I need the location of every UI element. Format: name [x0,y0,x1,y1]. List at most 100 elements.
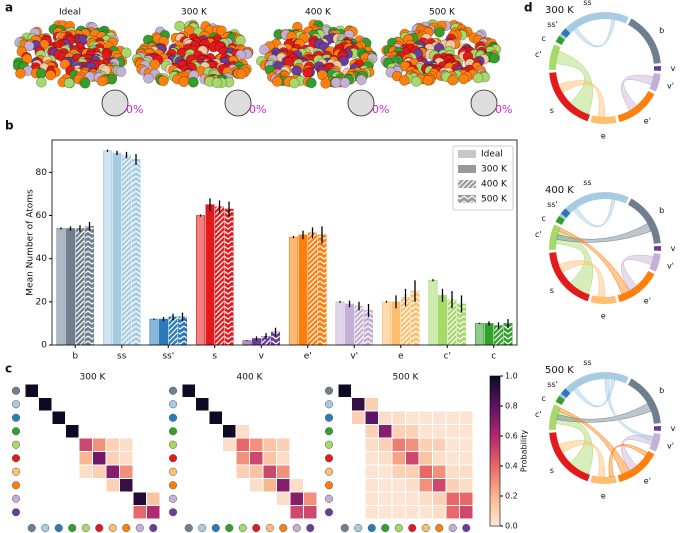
pie [224,89,252,117]
row-marker [168,413,178,422]
heatmap-cell [406,492,419,505]
atom [399,75,410,86]
heatmap-cell [419,465,432,478]
atom [216,25,227,37]
col-marker [184,523,193,533]
atom [291,65,302,76]
chord-ribbon [558,80,606,118]
heatmap-cell [433,492,446,505]
heatmap-cell [365,492,378,505]
atom [458,73,469,85]
row-marker [168,440,178,449]
heatmap-cell [446,411,459,424]
heatmap-cell [433,465,446,478]
heatmap-cell [277,492,290,505]
bar-hatch [261,336,271,345]
atom [115,66,127,77]
legend-box [452,145,514,211]
heatmap-cell [263,438,276,451]
heatmap-cell [196,398,209,411]
x-tick-label: e' [304,352,312,362]
colorbar-step [490,397,500,401]
legend-hatch [458,180,476,188]
col-marker [81,523,90,533]
heatmap-cell [93,465,106,478]
x-tick-label: b [72,352,78,362]
heatmap-cell [446,465,459,478]
heatmap-cell [106,452,119,465]
heatmap-cell [379,492,392,505]
chord-label: v' [667,442,674,451]
atom [302,67,314,79]
bar [66,228,76,346]
atom [422,75,434,86]
chord-ribbon [621,434,654,471]
colorbar-step [490,382,500,386]
colorbar-step [490,442,500,446]
chord-label: v [671,244,676,253]
colorbar-step [490,412,500,416]
col-marker [265,523,274,533]
heatmap-cell [446,506,459,519]
heatmap-cell [460,506,473,519]
col-marker [354,523,363,533]
heatmap-cell [263,465,276,478]
atom [45,69,56,81]
heatmap-cell [106,465,119,478]
legend-swatch [458,165,476,173]
chord-arc [549,224,561,250]
row-marker [11,440,21,449]
heatmap-cell [263,479,276,492]
heatmap-cell [460,492,473,505]
atom [178,76,190,88]
y-axis-label: Mean Number of Atoms [26,189,36,296]
heatmap-cell [338,384,351,397]
heatmap-cell [406,438,419,451]
col-marker [41,523,50,533]
heatmap-cell [392,452,405,465]
atom [306,77,317,89]
heatmap-cell [446,479,459,492]
heatmap-cell [460,438,473,451]
particle-title: 300 K [181,8,208,18]
heatmap-title: 400 K [237,373,264,383]
bar [437,295,447,346]
heatmap-cell [460,425,473,438]
row-marker [324,508,334,517]
heatmap-cell [419,479,432,492]
atom [211,77,223,89]
colorbar-tick-label: 0.2 [505,492,518,501]
row-marker [168,494,178,503]
bar [474,323,484,346]
chord-label: s [550,286,554,295]
chord-arc [649,433,661,452]
bar-hatch [131,159,141,345]
row-marker [11,467,21,476]
bar-hatch [364,310,373,345]
chord-label: s [550,106,554,115]
colorbar-tick-label: 0.6 [505,432,518,441]
colorbar-step [490,481,500,485]
atom [472,72,484,84]
chord-arc [617,91,655,123]
row-marker [168,467,178,476]
pie-label: 0% [495,103,512,116]
colorbar-step [490,385,500,389]
atom [235,35,246,46]
y-tick-label: 80 [36,168,48,178]
chord-arc [559,372,629,400]
colorbar-step [490,379,500,383]
heatmap-cell [120,452,133,465]
x-tick-label: ss [117,352,127,362]
heatmap-cell [236,465,249,478]
atom [174,20,185,32]
bar [298,234,308,346]
heatmap-cell [379,479,392,492]
atom [79,78,91,89]
legend-label: 500 K [481,195,508,205]
colorbar-step [490,454,500,458]
heatmap-cell [406,411,419,424]
col-marker [54,523,63,533]
atom [15,68,26,79]
colorbar-step [490,433,500,437]
